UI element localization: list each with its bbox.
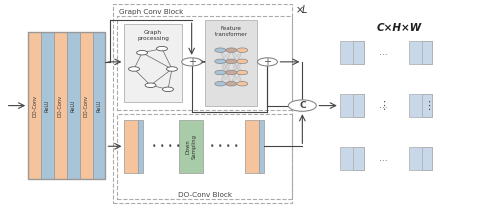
- Circle shape: [128, 67, 140, 71]
- FancyBboxPatch shape: [422, 147, 432, 170]
- Circle shape: [226, 70, 237, 75]
- Text: •: •: [210, 142, 214, 151]
- Text: ⋮: ⋮: [423, 101, 434, 111]
- Text: Graph Conv Block: Graph Conv Block: [120, 9, 184, 15]
- Circle shape: [237, 59, 248, 64]
- FancyBboxPatch shape: [54, 32, 67, 179]
- FancyBboxPatch shape: [124, 120, 138, 173]
- FancyBboxPatch shape: [205, 20, 258, 106]
- Text: DO-Conv: DO-Conv: [58, 94, 63, 117]
- Circle shape: [182, 58, 202, 66]
- Text: Down
Sampling: Down Sampling: [186, 134, 196, 159]
- Text: C: C: [299, 101, 306, 110]
- Text: +: +: [188, 57, 196, 67]
- Text: •: •: [176, 142, 180, 151]
- FancyBboxPatch shape: [138, 120, 143, 173]
- Text: $\times\!L$: $\times\!L$: [295, 3, 308, 15]
- FancyBboxPatch shape: [179, 120, 203, 173]
- FancyBboxPatch shape: [124, 24, 182, 102]
- Text: •: •: [160, 142, 164, 151]
- FancyBboxPatch shape: [408, 94, 432, 117]
- Text: +: +: [264, 57, 272, 67]
- FancyBboxPatch shape: [408, 41, 432, 64]
- Text: DO-Conv Block: DO-Conv Block: [178, 192, 232, 198]
- Text: ReLU: ReLU: [45, 99, 50, 112]
- FancyBboxPatch shape: [353, 147, 364, 170]
- Text: •: •: [234, 142, 238, 151]
- Text: •: •: [152, 142, 156, 151]
- Text: ReLU: ReLU: [96, 99, 102, 112]
- FancyBboxPatch shape: [353, 41, 364, 64]
- FancyBboxPatch shape: [245, 120, 258, 173]
- Circle shape: [215, 82, 226, 86]
- Text: DO-Conv: DO-Conv: [32, 94, 37, 117]
- FancyBboxPatch shape: [340, 147, 363, 170]
- Circle shape: [258, 58, 278, 66]
- Text: •: •: [218, 142, 222, 151]
- Circle shape: [237, 70, 248, 75]
- Circle shape: [215, 59, 226, 64]
- Circle shape: [237, 48, 248, 52]
- Circle shape: [145, 83, 156, 88]
- FancyBboxPatch shape: [80, 32, 92, 179]
- Circle shape: [156, 46, 168, 51]
- FancyBboxPatch shape: [422, 94, 432, 117]
- FancyBboxPatch shape: [422, 41, 432, 64]
- FancyBboxPatch shape: [41, 32, 54, 179]
- Circle shape: [166, 67, 177, 71]
- Circle shape: [215, 48, 226, 52]
- FancyBboxPatch shape: [340, 94, 363, 117]
- Circle shape: [162, 87, 173, 92]
- FancyBboxPatch shape: [258, 120, 264, 173]
- Text: ...: ...: [380, 154, 388, 163]
- FancyBboxPatch shape: [92, 32, 106, 179]
- Text: ...: ...: [380, 48, 388, 57]
- Circle shape: [136, 51, 147, 55]
- Text: Graph
processing: Graph processing: [137, 30, 169, 41]
- Circle shape: [226, 59, 237, 64]
- Text: DO-Conv: DO-Conv: [84, 94, 88, 117]
- FancyBboxPatch shape: [28, 32, 41, 179]
- FancyBboxPatch shape: [67, 32, 80, 179]
- Text: ...: ...: [380, 101, 388, 110]
- Circle shape: [215, 70, 226, 75]
- FancyBboxPatch shape: [340, 41, 363, 64]
- Text: ReLU: ReLU: [70, 99, 76, 112]
- FancyBboxPatch shape: [408, 147, 432, 170]
- Text: ⋮: ⋮: [378, 101, 389, 111]
- Circle shape: [288, 100, 316, 111]
- FancyBboxPatch shape: [353, 94, 364, 117]
- Text: Feature
transformer: Feature transformer: [215, 26, 248, 37]
- Circle shape: [237, 82, 248, 86]
- Text: •: •: [226, 142, 230, 151]
- Text: C×H×W: C×H×W: [377, 23, 422, 33]
- Circle shape: [226, 48, 237, 52]
- Text: •: •: [168, 142, 172, 151]
- Circle shape: [226, 82, 237, 86]
